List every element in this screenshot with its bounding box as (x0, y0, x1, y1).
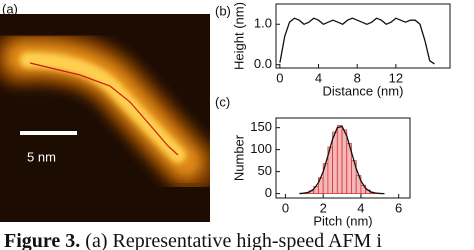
histogram-bar (341, 129, 348, 195)
x-axis-label: Distance (nm) (323, 83, 404, 98)
axes-frame (275, 3, 451, 69)
panel-label: (b) (215, 3, 231, 18)
x-tick-label: 12 (389, 70, 403, 85)
axes-frame (275, 117, 411, 199)
y-axis-label: Height (nm) (231, 2, 246, 70)
profile-line (279, 17, 435, 65)
afm-image (0, 14, 210, 222)
x-tick-label: 0 (276, 70, 283, 85)
x-tick-label: 6 (395, 200, 402, 215)
x-tick-label: 8 (354, 70, 361, 85)
scale-bar-label: 5 nm (27, 149, 56, 164)
x-axis-label: Pitch (nm) (313, 213, 372, 228)
x-tick-label: 0 (282, 200, 289, 215)
histogram-bar (332, 131, 338, 195)
x-tick-label: 4 (315, 70, 322, 85)
panel-label: (c) (215, 94, 230, 109)
y-tick-label: 50 (258, 163, 272, 178)
y-tick-label: 150 (250, 119, 272, 134)
y-tick-label: 1.0 (254, 16, 272, 31)
y-axis-label: Number (231, 134, 246, 181)
x-tick-label: 4 (357, 200, 364, 215)
x-tick-label: 2 (320, 200, 327, 215)
caption: Figure 3. (a) Representative high-speed … (4, 230, 382, 250)
panel-label: (a) (2, 1, 18, 16)
fit-curve (299, 125, 385, 195)
caption-text: (a) Representative high-speed AFM i (80, 230, 382, 250)
y-tick-label: 100 (250, 141, 272, 156)
y-tick-label: 0.0 (254, 56, 272, 71)
caption-figure: Figure 3. (4, 230, 80, 250)
histogram-bar (336, 125, 343, 195)
y-tick-label: 0 (265, 185, 272, 200)
